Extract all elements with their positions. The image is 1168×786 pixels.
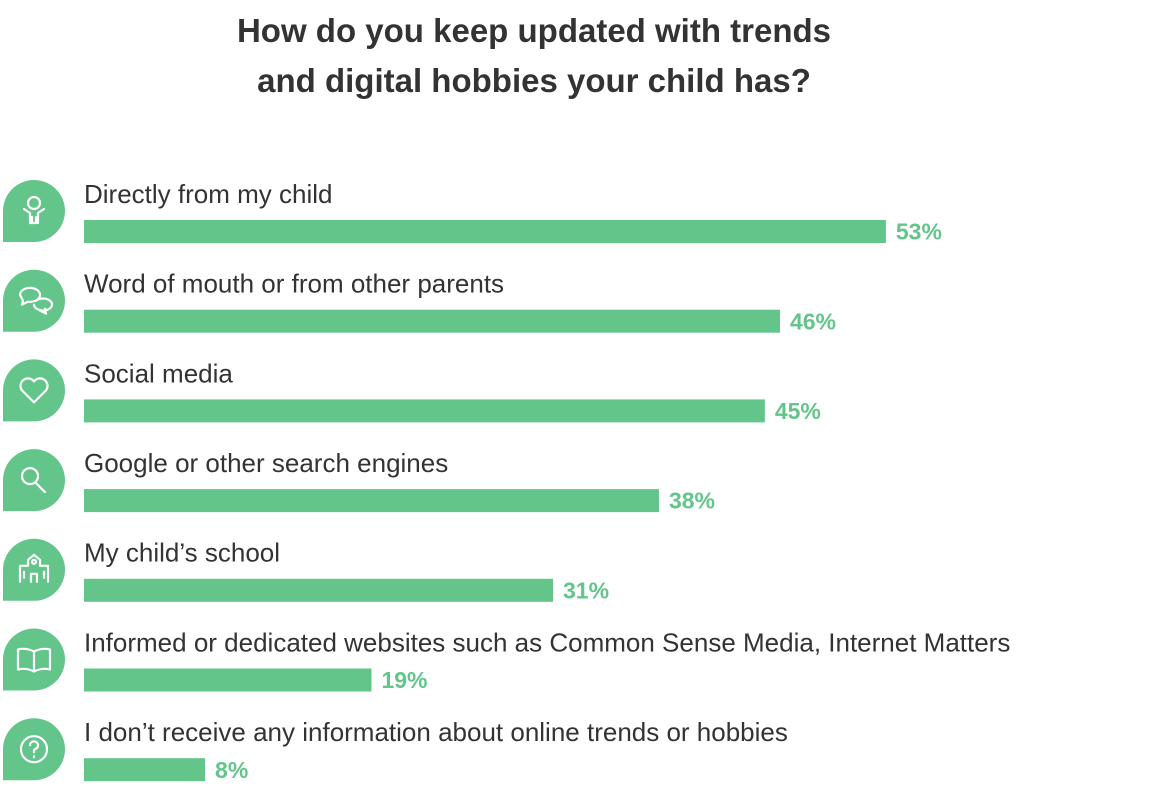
icon-glyph: [20, 467, 47, 494]
category-label: Word of mouth or from other parents: [84, 269, 504, 299]
bar: [84, 668, 372, 692]
value-label: 19%: [381, 667, 427, 693]
bar: [84, 220, 886, 243]
category-label: Google or other search engines: [84, 448, 448, 478]
icon-glyph: [22, 195, 46, 225]
category-label: My child’s school: [84, 538, 280, 568]
value-label: 45%: [775, 398, 821, 424]
category-label: Informed or dedicated websites such as C…: [84, 627, 1010, 657]
value-label: 46%: [790, 308, 836, 334]
chart-title: How do you keep updated with trends and …: [236, 12, 832, 99]
icon-glyph: [19, 735, 49, 764]
category-label: I don’t receive any information about on…: [84, 717, 788, 747]
value-label: 38%: [669, 488, 715, 514]
icon-badge: [3, 538, 65, 601]
icon-glyph: [18, 553, 50, 583]
icon-badge: [3, 359, 65, 422]
bar: [84, 578, 554, 602]
value-label: 53%: [896, 219, 942, 245]
value-label: 31%: [563, 577, 609, 603]
bar: [84, 758, 206, 782]
category-label: Directly from my child: [84, 179, 332, 209]
icon-badge: [3, 180, 65, 242]
icon-glyph: [16, 647, 52, 673]
icon-badge: [3, 449, 65, 512]
category-label: Social media: [84, 358, 233, 388]
bar: [84, 309, 780, 333]
bar: [84, 489, 659, 513]
value-label: 8%: [215, 757, 248, 783]
icon-glyph: [19, 377, 49, 404]
icon-glyph: [18, 286, 54, 315]
bar: [84, 399, 765, 423]
